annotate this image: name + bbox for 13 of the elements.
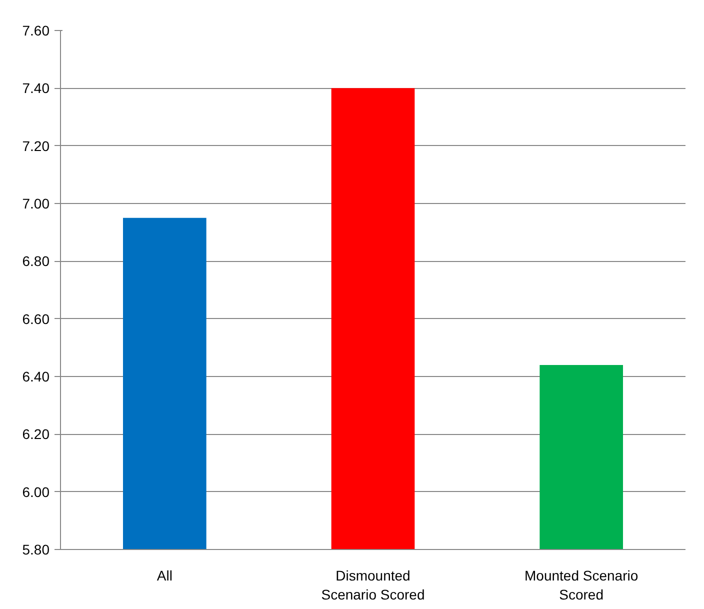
- y-tick-label: 7.60: [22, 22, 50, 38]
- y-tick-label: 6.00: [22, 484, 50, 500]
- y-tick-label: 6.60: [22, 310, 50, 327]
- y-tick-label: 6.80: [22, 253, 50, 270]
- y-tick-label: 7.40: [22, 80, 50, 96]
- y-tick-label: 6.20: [22, 426, 50, 442]
- x-tick-label: Mounted Scenario Scored: [524, 568, 638, 603]
- y-tick-label: 7.20: [22, 138, 50, 154]
- x-tick-label: All: [156, 568, 172, 584]
- x-tick-label: Dismounted Scenario Scored: [321, 568, 425, 603]
- y-tick-label: 7.00: [22, 196, 50, 212]
- y-tick-label: 5.80: [22, 542, 50, 558]
- y-tick-label: 6.40: [22, 368, 50, 384]
